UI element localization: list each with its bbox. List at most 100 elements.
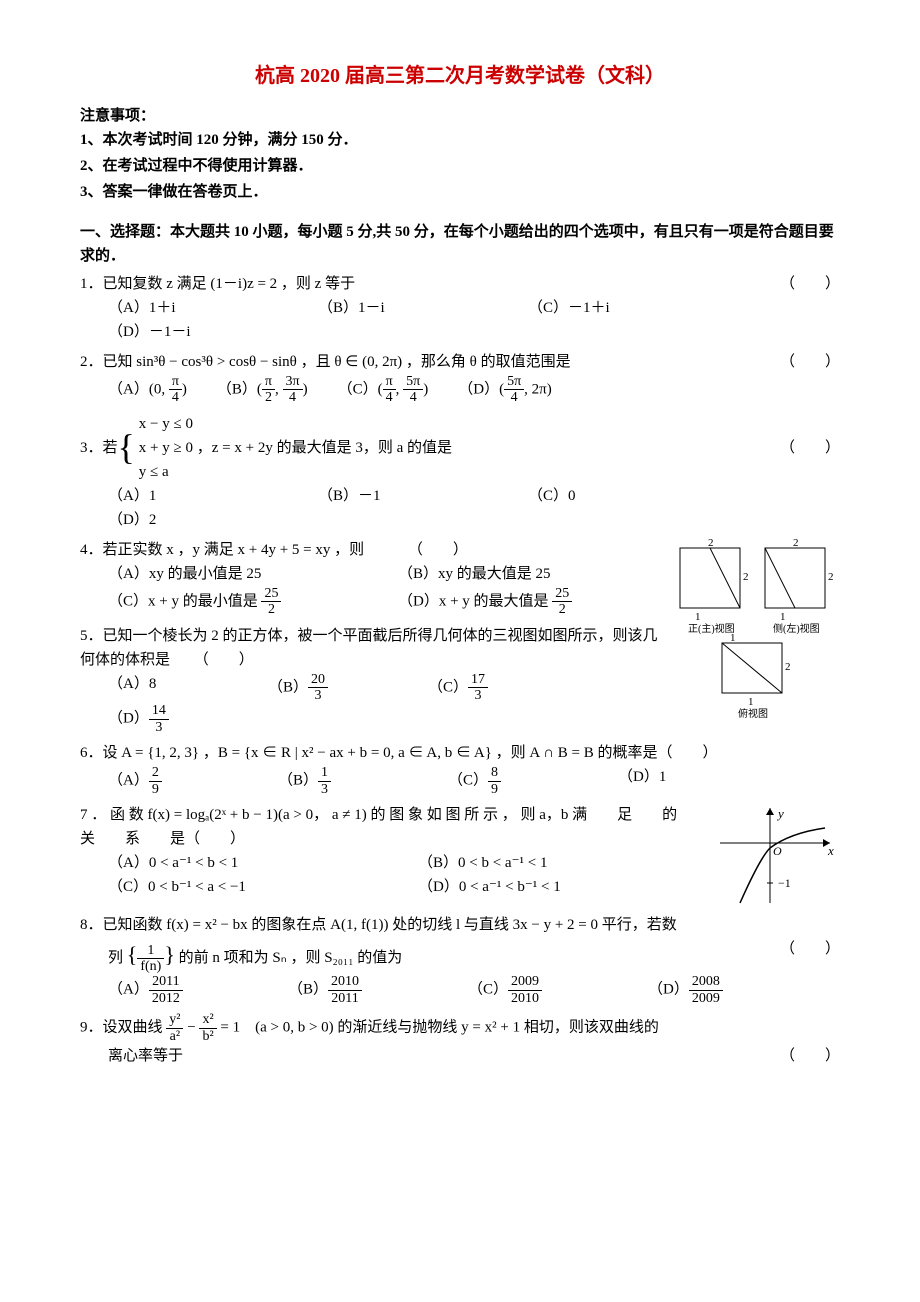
q1-paren: （ ） [780,272,840,296]
q5b-d: 3 [308,688,328,703]
question-4: 4．若正实数 x ，y 满足 x + 4y + 5 = xy ，则 （ ） （A… [80,538,840,618]
q8a-pre: （A） [108,982,149,998]
q2c-d1: 4 [383,390,396,405]
q6a-pre: （A） [108,772,149,788]
notice-3: 3、答案一律做在答卷页上． [80,180,840,204]
q2b-n2: 3π [283,374,303,390]
q2a-num: π [169,374,182,390]
q6c-pre: （C） [448,772,488,788]
q2c-mid: , [396,381,404,397]
q5-paren: （ ） [194,652,254,668]
q1-opt-c: （C）－1＋i [528,296,708,320]
brace-icon: { [118,419,135,477]
q6b-n: 1 [318,765,331,781]
q2a-den: 4 [169,390,182,405]
notice-2: 2、在考试过程中不得使用计算器． [80,154,840,178]
q2-opt-b: （B）(π2, 3π4) [217,374,308,406]
q5d-pre: （D） [108,711,149,727]
q8-seq-n: 1 [137,943,164,959]
q8-text2-post: 的前 n 项和为 Sₙ ，则 S₂₀₁₁ 的值为 [175,950,402,966]
q5-opt-a: （A）8 [108,672,238,704]
question-7: 7 ． 函 数 f(x) = logₐ(2ˣ + b − 1)(a > 0， a… [80,803,840,899]
q2b-mid: , [275,381,283,397]
q8d-pre: （D） [648,982,689,998]
q4c-pre: （C）x + y 的最小值是 [108,593,261,609]
q4c-num: 25 [261,586,281,602]
q6c-d: 9 [488,782,501,797]
q8d-n: 2008 [689,974,723,990]
q8b-pre: （B） [288,982,328,998]
q7-opt-a: （A）0 < a⁻¹ < b < 1 [108,851,388,875]
q5d-n: 14 [149,703,169,719]
q8a-n: 2011 [149,974,183,990]
q5d-d: 3 [149,720,169,735]
q6c-n: 8 [488,765,501,781]
q3-opt-b: （B）－1 [318,484,498,508]
q2c-n2: 5π [403,374,423,390]
q5c-pre: （C） [428,679,468,695]
question-3: 3．若 { x − y ≤ 0 x + y ≥ 0 ，z = x + 2y 的最… [80,412,840,532]
q9-t2d: b² [199,1029,216,1044]
q6b-d: 3 [318,782,331,797]
q8a-d: 2012 [149,991,183,1006]
q2d-d1: 4 [504,390,524,405]
q8c-n: 2009 [508,974,542,990]
q4-opt-b: （B）xy 的最大值是 25 [398,562,551,586]
q8-text2-pre: 列 [108,950,127,966]
q8c-d: 2010 [508,991,542,1006]
q6-opt-d: （D）1 [618,765,666,797]
q9-mid1: − [183,1019,199,1035]
q3-sys3: y ≤ a [139,460,452,484]
q2b-d1: 2 [262,390,275,405]
q5b-pre: （B） [268,679,308,695]
q8d-d: 2009 [689,991,723,1006]
notice-header: 注意事项： [80,104,840,128]
q7-opt-c: （C）0 < b⁻¹ < a < −1 [108,875,388,899]
q2-paren: （ ） [780,350,840,374]
q8-opt-c: （C）20092010 [468,974,618,1006]
q6-opt-c: （C）89 [448,765,588,797]
q2-opt-a: （A）(0, π4) [108,374,187,406]
q9-paren: （ ） [780,1044,840,1068]
q8-seq-d: f(n) [137,959,164,974]
q4-opt-a: （A）xy 的最小值是 25 [108,562,368,586]
q5-opt-b: （B）203 [268,672,398,704]
q8b-n: 2010 [328,974,362,990]
q8c-pre: （C） [468,982,508,998]
q7-text: 7 ． 函 数 f(x) = logₐ(2ˣ + b − 1)(a > 0， a… [80,807,707,847]
q9-t1n: y² [166,1012,183,1028]
q2b-n1: π [262,374,275,390]
notice-1: 1、本次考试时间 120 分钟，满分 150 分． [80,128,840,152]
q2a-post: ) [182,381,187,397]
q4-paren: （ ） [408,542,468,558]
section-header: 一、选择题：本大题共 10 小题，每小题 5 分,共 50 分，在每个小题给出的… [80,220,840,268]
q8-text1: 8．已知函数 f(x) = x² − bx 的图象在点 A(1, f(1)) 处… [80,913,840,937]
q2b-pre: （B）( [217,381,262,397]
q6b-pre: （B） [278,772,318,788]
q3-paren: （ ） [780,436,840,460]
q5-text: 5．已知一个棱长为 2 的正方体，被一个平面截后所得几何体的三视图如图所示，则该… [80,628,658,668]
q4-text: 4．若正实数 x ，y 满足 x + 4y + 5 = xy ，则 [80,542,364,558]
q5c-n: 17 [468,672,488,688]
q3-opt-c: （C）0 [528,484,708,508]
q2a-pre: （A）(0, [108,381,169,397]
q2-opt-d: （D）(5π4, 2π) [458,374,551,406]
q7-opt-d: （D）0 < a⁻¹ < b⁻¹ < 1 [418,875,561,899]
q6a-n: 2 [149,765,162,781]
q4d-pre: （D）x + y 的最大值是 [398,593,552,609]
q2b-post: ) [303,381,308,397]
question-1: 1．已知复数 z 满足 (1－i)z = 2 ，则 z 等于 （ ） （A）1＋… [80,272,840,344]
question-8: 8．已知函数 f(x) = x² − bx 的图象在点 A(1, f(1)) 处… [80,913,840,1006]
q1-text: 1．已知复数 z 满足 (1－i)z = 2 ，则 z 等于 [80,276,355,292]
q3-pre: 3．若 [80,436,118,460]
q9-text2: 离心率等于 [108,1048,183,1064]
question-5: 5．已知一个棱长为 2 的正方体，被一个平面截后所得几何体的三视图如图所示，则该… [80,624,840,736]
q4-opt-c: （C）x + y 的最小值是 252 [108,586,368,618]
q1-opt-a: （A）1＋i [108,296,288,320]
q2d-pre: （D）( [458,381,504,397]
q2c-d2: 4 [403,390,423,405]
q2c-n1: π [383,374,396,390]
q6-opt-a: （A）29 [108,765,248,797]
q2c-post: ) [423,381,428,397]
q2d-post: , 2π) [524,381,552,397]
